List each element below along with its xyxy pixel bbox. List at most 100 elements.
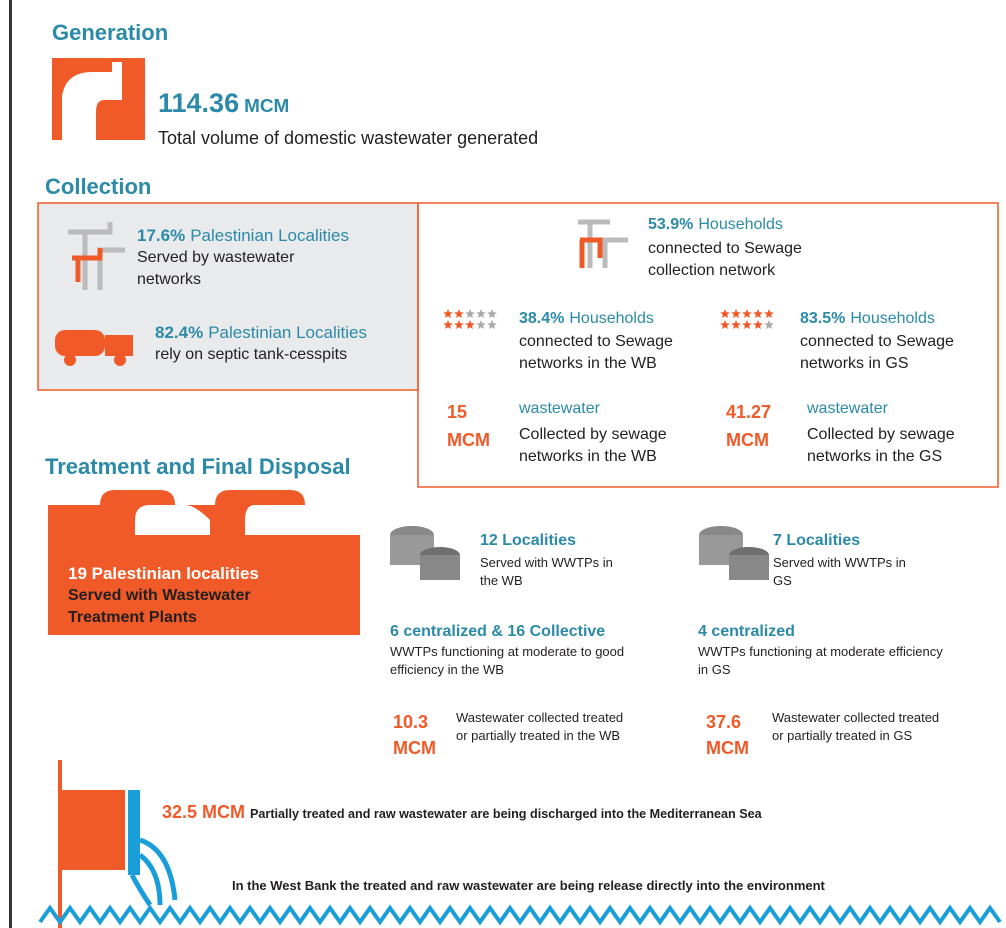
- star: [465, 320, 475, 329]
- stat: 114.36 MCM: [158, 85, 558, 125]
- stat: 38.4% Households: [519, 308, 779, 330]
- text: rely on septic tank-cesspits: [155, 346, 348, 363]
- text: WWTPs functioning at moderate efficiency…: [698, 644, 943, 677]
- description: connected to Sewage networks in GS: [800, 331, 975, 375]
- text: Wastewater collected treated or partiall…: [772, 710, 940, 743]
- text: Total volume of domestic wastewater gene…: [158, 128, 539, 148]
- label: wastewater: [807, 398, 1006, 420]
- text: 53.9%: [648, 216, 694, 233]
- text: Households: [850, 310, 935, 327]
- description: Served with WWTPs in the WB: [480, 554, 630, 590]
- star: [731, 320, 741, 329]
- text: Palestinian Localities: [190, 226, 349, 245]
- text: MCM: [726, 430, 769, 450]
- star: [465, 309, 475, 318]
- localities: 7 Localities: [773, 530, 973, 552]
- text: WWTPs functioning at moderate to good ef…: [390, 644, 625, 677]
- plants: 4 centralized: [698, 621, 998, 643]
- text: 114.36: [158, 88, 240, 118]
- text: Households: [698, 216, 783, 233]
- section-title: Collection: [45, 172, 445, 202]
- star: [454, 320, 464, 329]
- stat-value: 37.6: [706, 710, 766, 734]
- localities: 12 Localities: [480, 530, 680, 552]
- waterfall: [129, 837, 178, 907]
- text: 38.4%: [519, 310, 565, 327]
- star: [476, 309, 486, 318]
- description: connected to Sewage collection network: [648, 238, 823, 282]
- stat-value: 10.3: [393, 710, 453, 734]
- text: MCM: [447, 430, 490, 450]
- text: connected to Sewage networks in GS: [800, 333, 954, 372]
- description: Served with WWTPs in GS: [773, 554, 923, 590]
- stat-value: 41.27: [726, 400, 796, 424]
- text: MCM: [393, 738, 436, 758]
- text: 32.5 MCM: [162, 802, 246, 822]
- text: 82.4%: [155, 323, 204, 342]
- text: 19 Palestinian localities: [68, 564, 259, 583]
- text: wastewater: [519, 400, 600, 417]
- description: Wastewater collected treated or partiall…: [456, 709, 636, 745]
- star: [443, 309, 453, 318]
- stat: 17.6% Palestinian Localities: [137, 224, 417, 247]
- star: [742, 309, 752, 318]
- star: [454, 309, 464, 318]
- text: Wastewater collected treated or partiall…: [456, 710, 624, 743]
- text: 83.5%: [800, 310, 846, 327]
- text: Partially treated and raw wastewater are…: [250, 807, 762, 821]
- text: 17.6%: [137, 226, 186, 245]
- text: Collected by sewage networks in the WB: [519, 426, 667, 465]
- collection-box: [417, 202, 999, 488]
- text: Collected by sewage networks in the GS: [807, 426, 955, 465]
- stat-unit: MCM: [706, 736, 766, 760]
- star: [764, 309, 774, 318]
- text: Households: [569, 310, 654, 327]
- stat-unit: MCM: [726, 428, 796, 452]
- stat: 53.9% Households: [648, 214, 948, 236]
- star: [753, 320, 763, 329]
- text: Treatment and Final Disposal: [45, 454, 351, 479]
- text: Collection: [45, 174, 152, 199]
- disposal-sea: 32.5 MCM Partially treated and raw wastew…: [162, 800, 1002, 826]
- stat: 83.5% Households: [800, 308, 1006, 330]
- label: wastewater: [519, 398, 719, 420]
- outfall-rule: [58, 760, 62, 928]
- star: [720, 309, 730, 318]
- plants: 6 centralized & 16 Collective: [390, 621, 690, 643]
- text: wastewater: [807, 400, 888, 417]
- text: MCM: [244, 96, 290, 117]
- description: WWTPs functioning at moderate to good ef…: [390, 643, 640, 679]
- plant-description: Served with Wastewater Treatment Plants: [68, 585, 308, 629]
- text: 12 Localities: [480, 532, 577, 549]
- section-title: Generation: [52, 18, 452, 48]
- text: Served with Wastewater Treatment Plants: [68, 587, 251, 626]
- text: 15: [447, 402, 468, 422]
- description: rely on septic tank-cesspits: [155, 344, 415, 366]
- pipe-icon: [68, 219, 628, 290]
- disposal-west-bank: In the West Bank the treated and raw was…: [232, 877, 1002, 895]
- text: Generation: [52, 20, 169, 45]
- plant-shape: [48, 490, 360, 635]
- description: Collected by sewage networks in the GS: [807, 424, 987, 468]
- star: [742, 320, 752, 329]
- text: Palestinian Localities: [208, 323, 367, 342]
- description: connected to Sewage networks in the WB: [519, 331, 694, 375]
- text: Served with WWTPs in GS: [773, 555, 906, 588]
- text: In the West Bank the treated and raw was…: [232, 878, 825, 893]
- stat-value: 15: [447, 400, 517, 424]
- wwtp-icon: [390, 526, 769, 580]
- text: Served by wastewater networks: [137, 249, 295, 288]
- text: connected to Sewage collection network: [648, 240, 802, 279]
- waves: [38, 904, 1002, 926]
- text: MCM: [706, 738, 749, 758]
- text: 41.27: [726, 402, 772, 422]
- left-rule: [9, 0, 12, 928]
- truck-icon: [55, 330, 133, 366]
- faucet: [62, 62, 122, 140]
- text: 10.3: [393, 712, 429, 732]
- plant-label: 19 Palestinian localities: [68, 562, 358, 585]
- stars: [443, 309, 774, 329]
- pipe: [128, 790, 140, 875]
